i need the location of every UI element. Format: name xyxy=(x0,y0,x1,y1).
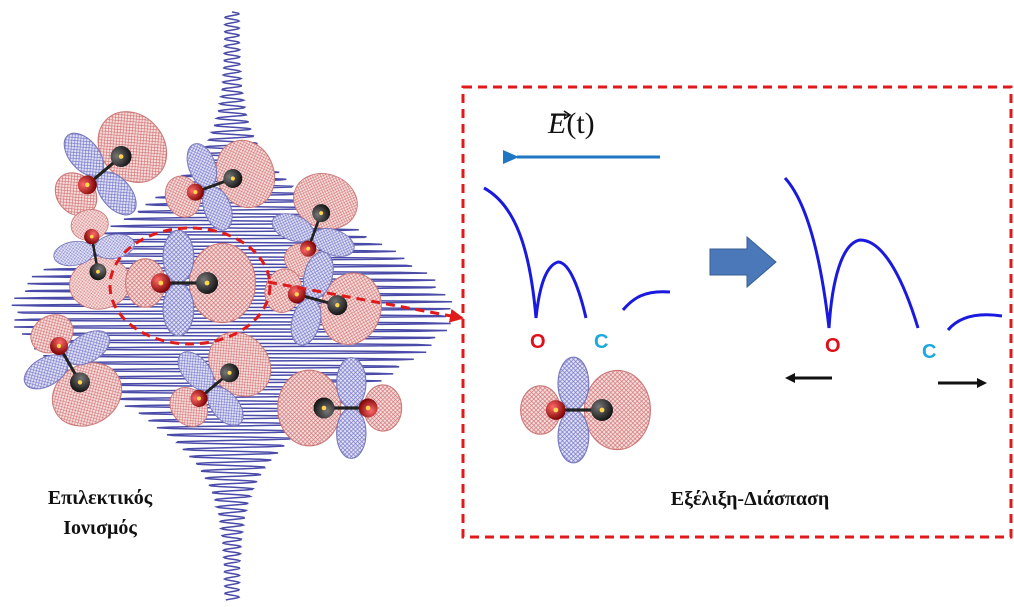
molecule-bottom-left xyxy=(23,314,123,427)
oxygen-label-before: O xyxy=(530,331,546,353)
potential-curve-after xyxy=(783,176,1003,332)
molecule-bottom-right xyxy=(277,357,403,459)
process-arrow-icon xyxy=(709,235,777,289)
laser-pulse-icon xyxy=(11,11,453,601)
molecule-left-middle xyxy=(53,209,135,310)
field-label: E(t) xyxy=(548,107,595,141)
molecule-selected xyxy=(125,229,256,337)
zoom-frame xyxy=(461,85,1013,539)
molecule-top-left xyxy=(54,111,168,217)
left-caption-line2: Ιονισμός xyxy=(63,517,137,539)
pulse-oscillation xyxy=(11,11,453,601)
molecule-ensemble xyxy=(23,111,403,459)
oxygen-label-after: O xyxy=(825,335,841,357)
carbon-label-after: C xyxy=(922,341,937,363)
molecule-bottom-center xyxy=(169,331,272,427)
potential-curve-before xyxy=(483,186,671,319)
molecule-right-middle xyxy=(264,251,382,346)
carbon-label-before: C xyxy=(594,331,609,353)
field-argument: (t) xyxy=(566,107,595,140)
selection-ellipse xyxy=(108,226,272,346)
left-caption: Επιλεκτικός Ιονισμός xyxy=(10,483,190,543)
zoom-pointer-arrow xyxy=(267,280,464,323)
field-symbol: E xyxy=(548,107,567,140)
co-molecule-icon xyxy=(520,356,651,464)
left-caption-line1: Επιλεκτικός xyxy=(47,487,153,509)
right-caption: Εξέλιξη-Διάσπαση xyxy=(670,488,830,510)
molecule-top-center xyxy=(164,139,276,231)
zoomed-co-molecule xyxy=(520,356,651,464)
